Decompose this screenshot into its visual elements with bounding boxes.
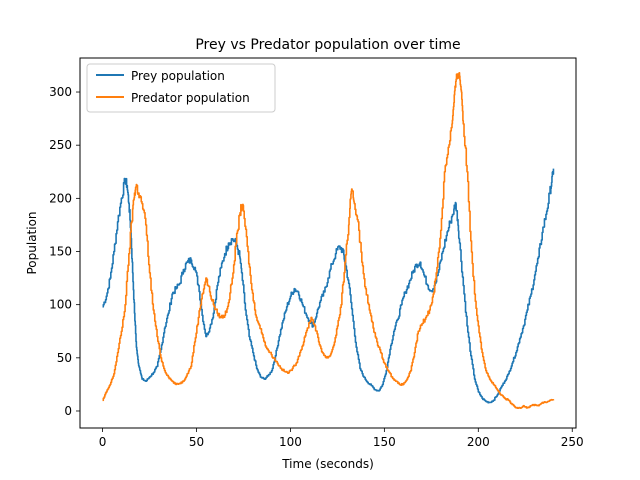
chart-title: Prey vs Predator population over time [195,37,460,53]
legend-box [86,63,276,113]
x-tick-label: 0 [99,435,107,449]
x-axis-title: Time (seconds) [281,457,374,471]
x-tick-label: 150 [373,435,396,449]
legend: Prey population Predator population [86,63,276,113]
y-axis-title: Population [25,211,39,274]
legend-label-prey: Prey population [131,69,225,83]
x-tick-label: 100 [279,435,302,449]
axes-frame [79,57,577,429]
x-tick-label: 200 [467,435,490,449]
predator-line [102,71,555,409]
y-tick-label: 100 [49,298,72,312]
x-tick-label: 50 [189,435,204,449]
prey-line [102,168,555,404]
series-layer [102,71,555,409]
y-tick-label: 150 [49,245,72,259]
y-tick-label: 200 [49,191,72,205]
y-tick-label: 50 [57,351,72,365]
y-axis-ticks: 0 50 100 150 200 250 300 [49,85,80,418]
y-tick-label: 300 [49,85,72,99]
plot-area [79,57,577,429]
legend-label-predator: Predator population [131,91,250,105]
y-tick-label: 250 [49,138,72,152]
x-tick-label: 250 [561,435,584,449]
x-axis-ticks: 0 50 100 150 200 250 [99,428,584,449]
y-tick-label: 0 [64,404,72,418]
